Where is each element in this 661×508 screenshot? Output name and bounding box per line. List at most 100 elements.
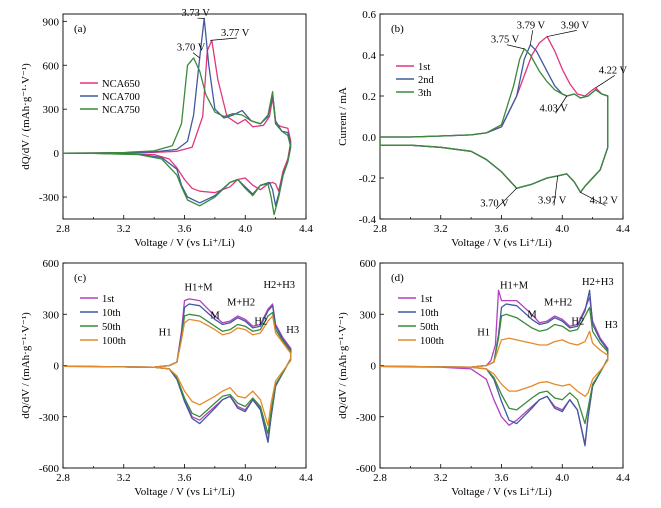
peak-annotation: H3 [605,320,618,331]
x-tick-label: 2.8 [373,223,387,235]
series-line-50th [63,311,292,435]
y-axis-label: Current / mA [337,87,349,146]
y-tick-label: 600 [43,258,60,270]
legend-label: 100th [102,336,127,347]
legend-label: NCA700 [102,92,140,103]
legend-label: 1st [420,294,432,305]
legend-label: 3th [418,88,432,99]
y-tick-label: 0.0 [362,132,376,144]
annotation-arrow [595,75,615,89]
x-tick-label: 3.6 [495,472,509,484]
peak-annotation: 3.90 V [561,20,590,31]
peak-annotation: M [527,310,537,321]
peak-annotation: H2+H3 [263,280,295,291]
series-group [380,35,609,193]
x-axis-label: Voltage / V (vs Li⁺/Li) [451,486,552,498]
panel-label: (d) [391,272,404,284]
y-tick-label: -300 [39,192,60,204]
legend-label: 50th [420,322,439,333]
annotation-arrow [553,175,559,206]
annotation-arrow [506,44,525,50]
peak-annotation: H1+M [185,282,214,293]
peak-annotation: 3.79 V [517,20,546,31]
peak-annotation: M [210,311,220,322]
x-tick-label: 4.4 [299,472,313,484]
y-tick-label: 0.4 [362,50,376,62]
series-line-2nd [380,44,609,193]
x-tick-label: 2.8 [56,472,70,484]
legend-label: NCA650 [102,79,140,90]
peak-annotation: H2 [254,317,267,328]
x-tick-label: 3.2 [434,223,448,235]
annotation-arrow [210,37,237,41]
series-group [380,289,609,447]
y-tick-label: 0.6 [362,9,376,21]
peak-annotation: 3.97 V [538,196,567,207]
x-tick-label: 4.0 [555,223,569,235]
y-tick-label: 600 [43,60,60,72]
y-tick-label: -300 [39,412,60,424]
y-tick-label: 300 [360,309,377,321]
legend-label: 1st [102,294,114,305]
annotation-arrow [530,30,534,45]
x-tick-label: 4.0 [238,223,252,235]
peak-annotation: H1 [477,328,490,339]
series-line-1st [380,289,609,445]
y-axis-label: dQ/dV / (mAh·g⁻¹·V⁻¹) [20,312,32,419]
series-line-3th [380,48,609,193]
series-line-100th [63,315,292,426]
x-axis-label: Voltage / V (vs Li⁺/Li) [134,237,235,249]
y-tick-label: -600 [356,463,377,475]
peak-annotation: M+H2 [544,298,572,309]
series-line-nca750 [63,57,292,216]
series-group [63,298,292,444]
peak-annotation: M+H2 [227,298,255,309]
legend-label: 100th [420,336,445,347]
series-line-50th [380,306,609,425]
series-line-10th [380,289,609,447]
panel-label: (b) [391,23,404,35]
panel-a: 2.8 3.2 3.6 4.0 4.4 -300 0 300 600 900 NCA650 NCA70… [20,8,313,249]
x-tick-label: 3.6 [178,223,192,235]
peak-annotation: 3.75 V [491,35,520,46]
y-tick-label: -0.2 [359,173,376,185]
y-tick-label: 0 [54,361,60,373]
x-tick-label: 3.2 [117,472,131,484]
y-tick-label: 0.2 [362,91,376,103]
legend-label: 10th [102,308,121,319]
x-axis-label: Voltage / V (vs Li⁺/Li) [134,486,235,498]
x-tick-label: 2.8 [56,223,70,235]
panel-b: 2.8 3.2 3.6 4.0 4.4 -0.4 -0.2 0.0 0.2 0.4 0.6 1st 2n… [337,9,630,249]
y-tick-label: -0.4 [359,214,377,226]
series-line-1st [380,35,609,193]
x-tick-label: 3.2 [117,223,131,235]
x-tick-label: 4.0 [238,472,252,484]
x-tick-label: 2.8 [373,472,387,484]
legend-label: NCA750 [102,105,140,116]
peak-annotation: H3 [286,325,299,336]
y-tick-label: 300 [43,309,60,321]
x-tick-label: 4.0 [555,472,569,484]
annotation-arrow [192,52,200,59]
y-tick-label: 0 [54,148,60,160]
panel-d: 2.8 3.2 3.6 4.0 4.4 -600 -300 0 300 600 1st 10th 50t… [337,258,630,498]
y-tick-label: 600 [360,258,377,270]
y-tick-label: -600 [39,463,60,475]
annotation-arrow [546,30,577,37]
y-axis-label: dQ/dV / (mAh·g⁻¹·V⁻¹) [20,63,32,170]
legend-label: 50th [102,322,121,333]
peak-annotation: H2 [571,317,584,328]
x-tick-label: 3.2 [434,472,448,484]
legend-label: 1st [418,62,430,73]
y-tick-label: 900 [43,16,60,28]
peak-annotation: 4.12 V [590,196,619,207]
peak-annotation: H1+M [500,281,529,292]
x-tick-label: 4.4 [299,223,313,235]
x-tick-label: 4.4 [616,223,630,235]
annotation-arrow [555,95,568,114]
legend-label: 2nd [418,75,435,86]
x-axis-label: Voltage / V (vs Li⁺/Li) [451,237,552,249]
annotation-arrow [580,192,606,206]
peak-annotation: 3.77 V [221,28,250,39]
y-tick-label: 300 [43,104,60,116]
